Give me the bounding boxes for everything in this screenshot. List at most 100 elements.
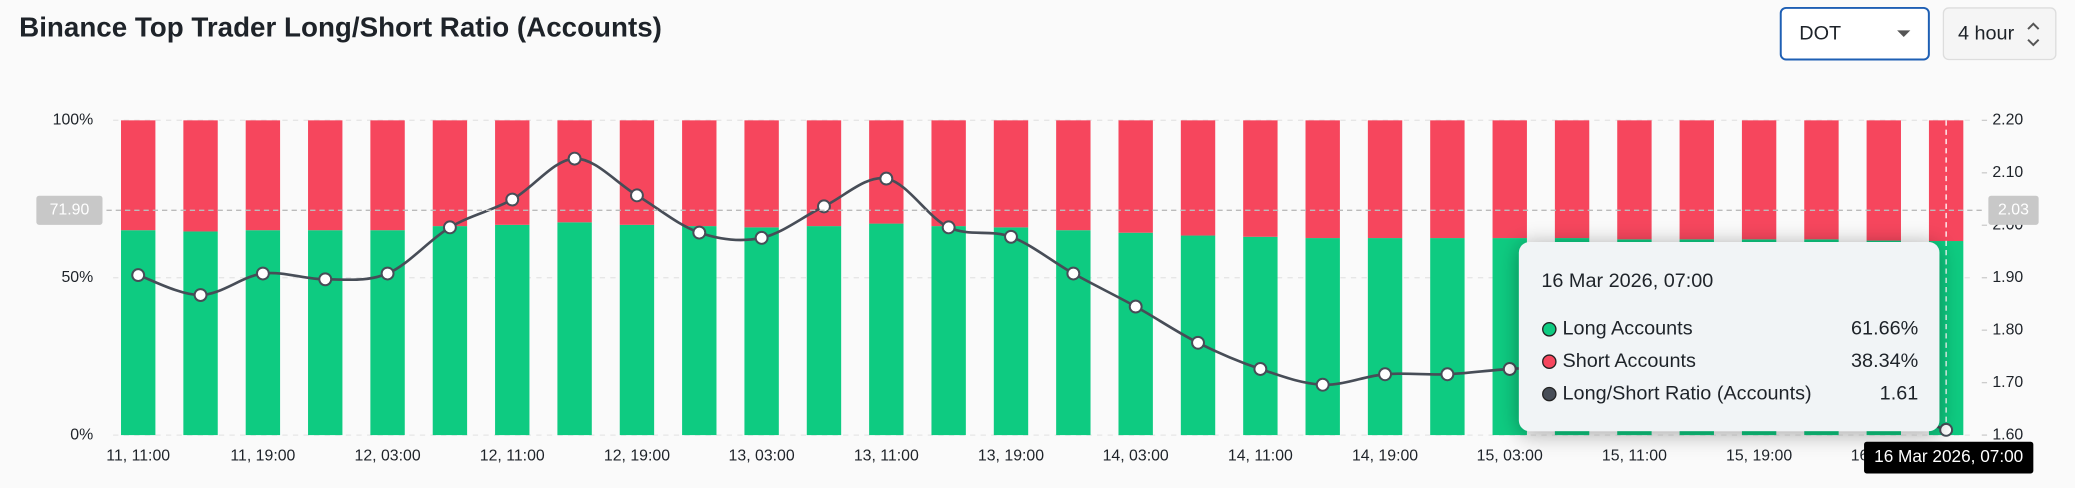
crosshair-label-box: [1988, 195, 2039, 225]
bar: [1554, 120, 1590, 239]
ratio-point: [1378, 367, 1392, 382]
tooltip-value: 1.61: [1880, 382, 1919, 404]
select-value: DOT: [1799, 23, 1841, 45]
x-tick-label: 13, 19:00: [978, 447, 1044, 464]
ratio-point: [1128, 299, 1143, 314]
bar: [183, 120, 218, 232]
select-value: 4 hour: [1958, 23, 2015, 45]
bar: [183, 231, 218, 436]
bar: [1367, 120, 1403, 239]
bar: [682, 226, 717, 436]
bar: [557, 222, 592, 436]
stepper-icon: [2027, 22, 2040, 47]
bar: [993, 120, 1029, 228]
x-tick-label: 14, 19:00: [1352, 447, 1418, 464]
bar: [1367, 238, 1403, 436]
x-tick-label: 11, 11:00: [106, 447, 170, 464]
tooltip-name: Long/Short Ratio (Accounts): [1563, 382, 1812, 404]
bar: [495, 120, 530, 225]
bar: [432, 226, 468, 436]
x-tick-label: 12, 19:00: [604, 447, 670, 464]
x-tick-label: 15, 19:00: [1726, 447, 1792, 464]
ratio-point: [941, 220, 956, 235]
crosshair-y2-label: 2.03: [1998, 201, 2029, 218]
ratio-point: [1191, 335, 1205, 350]
bar: [245, 120, 281, 231]
crosshair-y-label: 71.90: [50, 201, 90, 218]
bar: [1866, 120, 1901, 241]
chart-title: Binance Top Trader Long/Short Ratio (Acc…: [19, 11, 662, 42]
ratio-point: [630, 188, 644, 203]
x-tick-label: 12, 11:00: [480, 447, 545, 464]
bar: [1430, 238, 1465, 436]
y2-tick-label: 1.80: [1992, 321, 2023, 338]
bar: [1305, 238, 1340, 436]
tooltip-swatch: [1542, 354, 1557, 369]
y2-tick-label: 1.70: [1992, 374, 2023, 391]
y2-tick-label: 1.90: [1992, 269, 2023, 286]
ratio-point: [442, 220, 457, 235]
bar: [557, 120, 592, 223]
tooltip-value: 61.66%: [1851, 318, 1918, 340]
bar: [1118, 120, 1153, 233]
y-tick-label: 0%: [70, 426, 93, 443]
ratio-point: [1253, 362, 1268, 376]
bar: [308, 120, 343, 231]
bar: [806, 226, 842, 436]
x-tick-label: 15, 03:00: [1477, 447, 1543, 464]
interval-select[interactable]: 4 hour: [1942, 7, 2057, 61]
ratio-point: [1066, 266, 1081, 281]
bar: [1492, 120, 1527, 239]
crosshair-label-box: [1864, 441, 2034, 474]
bar: [370, 230, 405, 436]
x-tick-label: 12, 03:00: [355, 447, 421, 464]
ratio-point: [318, 272, 333, 287]
ratio-point: [754, 230, 769, 245]
y2-tick-label: 2.10: [1992, 164, 2023, 181]
ratio-point: [1315, 377, 1330, 392]
ratio-point: [879, 171, 894, 186]
y-tick-label: 100%: [53, 112, 94, 129]
bar: [931, 226, 966, 436]
bar: [1056, 120, 1091, 231]
dropdown-arrow: [1897, 30, 1911, 38]
bar: [308, 230, 343, 436]
crosshair-x-label: 16 Mar 2026, 07:00: [1874, 446, 2023, 466]
bar: [619, 120, 655, 225]
bar: [1056, 230, 1091, 436]
x-tick-label: 14, 11:00: [1228, 447, 1293, 464]
bar: [931, 120, 966, 227]
bar: [744, 227, 779, 436]
select-box[interactable]: [1779, 6, 1930, 61]
bar: [432, 120, 468, 227]
select-box[interactable]: [1942, 7, 2057, 61]
ratio-point: [1440, 367, 1455, 382]
ratio-point: [193, 288, 208, 302]
x-tick-label: 13, 03:00: [729, 447, 795, 464]
ratio-point: [692, 225, 707, 240]
symbol-select[interactable]: DOT: [1779, 6, 1930, 61]
bar: [1679, 120, 1714, 240]
x-tick-label: 11, 19:00: [230, 447, 295, 464]
tooltip-name: Long Accounts: [1563, 318, 1693, 340]
bar: [1118, 232, 1153, 436]
bar: [1305, 120, 1340, 239]
y-tick-label: 50%: [61, 269, 93, 286]
tooltip-swatch: [1542, 386, 1557, 402]
bar: [370, 120, 405, 231]
y2-tick-label: 1.60: [1992, 426, 2023, 443]
bar: [121, 120, 156, 231]
bar: [682, 120, 717, 227]
bar: [245, 230, 281, 436]
tooltip-value: 38.34%: [1851, 350, 1918, 372]
bar: [495, 224, 530, 436]
ratio-point: [817, 199, 831, 214]
x-tick-label: 14, 03:00: [1103, 447, 1169, 464]
y2-tick-label: 2.20: [1992, 112, 2023, 129]
bar: [1180, 120, 1216, 236]
bar: [1430, 120, 1465, 239]
bar: [121, 230, 156, 436]
x-tick-label: 13, 11:00: [854, 447, 919, 464]
ratio-point: [1502, 362, 1517, 376]
